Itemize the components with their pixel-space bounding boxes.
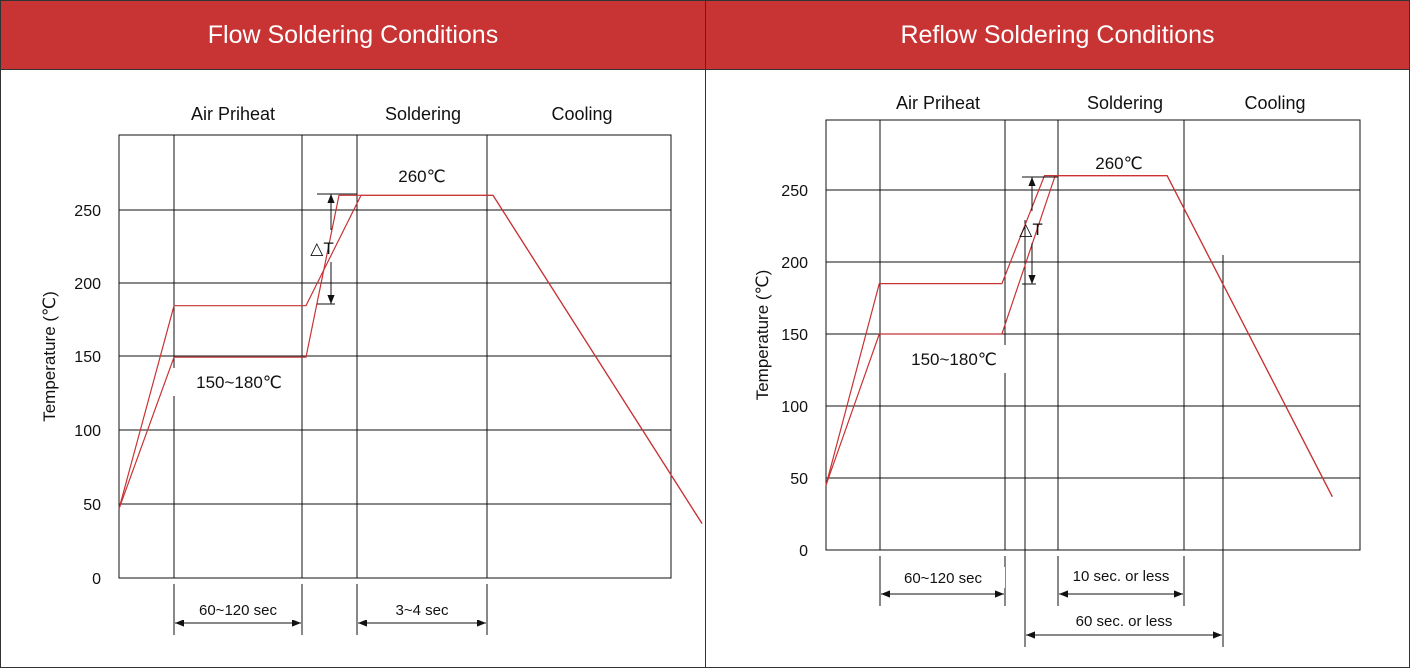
- time-label: 10 sec. or less: [1073, 568, 1170, 585]
- time-label: 60 sec. or less: [1076, 613, 1173, 630]
- y-tick-label: 0: [92, 571, 101, 588]
- y-tick-label: 0: [799, 543, 808, 560]
- time-label-bg: [1059, 565, 1183, 586]
- time-label-bg: [881, 567, 1005, 588]
- y-tick-label: 50: [790, 471, 808, 488]
- time-label: 60~120 sec: [904, 570, 982, 587]
- plateau-label: 150~180℃: [911, 350, 997, 369]
- series-line-1: [825, 174, 1333, 497]
- y-tick-label: 250: [74, 203, 101, 220]
- time-label-bg: [360, 599, 484, 620]
- plateau-label-bg: [886, 345, 1006, 373]
- flow-panel: Flow Soldering Conditions 0 50 100 150 200 25…: [1, 1, 706, 667]
- y-tick-label: 250: [781, 183, 808, 200]
- plateau-label-bg: [171, 368, 291, 396]
- peak-label: 260℃: [398, 167, 445, 186]
- y-tick-label: 100: [74, 423, 101, 440]
- y-axis-label: Temperature (℃): [753, 270, 772, 401]
- phase-label: Air Priheat: [896, 93, 980, 113]
- phase-label: Cooling: [551, 104, 612, 124]
- y-tick-label: 50: [83, 497, 101, 514]
- series-line-0: [118, 194, 703, 524]
- delta-t-label: △T: [310, 239, 333, 258]
- series-line-1: [118, 194, 703, 524]
- series-line-0: [825, 174, 1333, 497]
- time-label-bg: [1062, 610, 1186, 631]
- phase-label: Air Priheat: [191, 104, 275, 124]
- delta-t-label: △T: [1019, 220, 1042, 239]
- time-label: 60~120 sec: [199, 602, 277, 619]
- phase-label: Soldering: [1087, 93, 1163, 113]
- y-tick-label: 200: [74, 276, 101, 293]
- plot-frame: [825, 119, 1361, 551]
- phase-label: Soldering: [385, 104, 461, 124]
- reflow-panel: Reflow Soldering Conditions 0 50 100 150 200…: [706, 1, 1409, 667]
- flow-chart: 0 50 100 150 200 250 Air Priheat Soldering Cooli…: [40, 104, 703, 635]
- flow-title: Flow Soldering Conditions: [1, 1, 705, 70]
- y-tick-label: 150: [781, 327, 808, 344]
- plateau-label: 150~180℃: [196, 373, 282, 392]
- phase-label: Cooling: [1244, 93, 1305, 113]
- time-label-bg: [176, 599, 300, 620]
- y-tick-label: 100: [781, 399, 808, 416]
- reflow-title: Reflow Soldering Conditions: [706, 1, 1409, 70]
- y-axis-label: Temperature (℃): [40, 291, 59, 422]
- peak-label: 260℃: [1095, 154, 1142, 173]
- y-tick-label: 150: [74, 349, 101, 366]
- time-label: 3~4 sec: [396, 602, 449, 619]
- y-tick-label: 200: [781, 255, 808, 272]
- reflow-chart: 0 50 100 150 200 250 Air Priheat Soldering Cooli…: [753, 93, 1361, 647]
